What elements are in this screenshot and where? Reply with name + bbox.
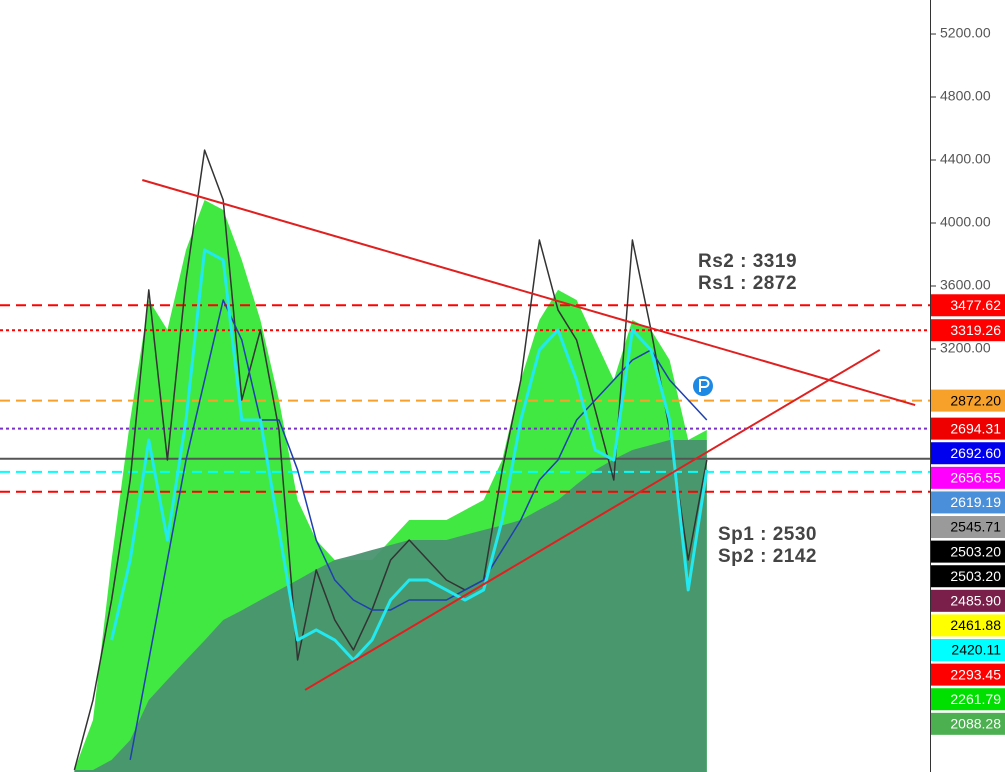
annotation: Rs1 : 2872 <box>698 273 797 294</box>
price-tag <box>931 491 1005 514</box>
price-tag <box>931 565 1005 588</box>
plot-area <box>0 149 930 772</box>
price-tag <box>931 516 1005 539</box>
price-tag <box>931 688 1005 711</box>
price-tag <box>931 389 1005 412</box>
area <box>74 440 707 772</box>
price-tag-label: 2503.20 <box>950 543 1001 559</box>
price-tag-label: 2088.28 <box>950 716 1001 732</box>
price-tag <box>931 712 1005 735</box>
price-tag-label: 2619.19 <box>950 494 1001 510</box>
annotation: Sp2 : 2142 <box>718 546 817 567</box>
price-series <box>129 299 708 761</box>
price-tag-label: 2545.71 <box>950 519 1001 535</box>
y-tick-label: 4800.00 <box>940 88 991 104</box>
price-tag <box>931 417 1005 440</box>
annotations: Rs2 : 3319 Rs1 : 2872 Sp1 : 2530 Sp2 : 2… <box>698 251 817 567</box>
y-tick-label: 3200.00 <box>940 340 991 356</box>
price-tag-label: 2293.45 <box>950 666 1001 682</box>
price-tag <box>931 442 1005 465</box>
price-tag-label: 2872.20 <box>950 392 1001 408</box>
price-tag-label: 2420.11 <box>951 642 1001 658</box>
price-tag-label: 3477.62 <box>950 297 1001 313</box>
price-tag-label: 3319.26 <box>950 322 1001 338</box>
price-tag <box>931 663 1005 686</box>
price-tag-label: 2503.20 <box>950 568 1001 584</box>
y-axis-labels: 5200.00 4800.00 4400.00 4000.00 3600.00 3200.… <box>930 25 1005 735</box>
price-tag-label: 2461.88 <box>950 617 1001 633</box>
y-tick-label: 4400.00 <box>940 151 991 167</box>
price-tag-label: 2261.79 <box>950 691 1001 707</box>
price-tag-label: 2485.90 <box>950 593 1001 609</box>
price-tag <box>931 614 1005 637</box>
price-tag <box>931 294 1005 317</box>
price-tag <box>931 466 1005 489</box>
y-tick-label: 4000.00 <box>940 214 991 230</box>
annotation: Rs2 : 3319 <box>698 251 797 272</box>
p-marker-glyph[interactable] <box>699 379 710 392</box>
price-tag <box>931 540 1005 563</box>
annotation: Sp1 : 2530 <box>718 524 817 545</box>
price-tag <box>931 319 1005 342</box>
y-tick-label: 5200.00 <box>940 25 991 41</box>
price-tag-label: 2692.60 <box>950 445 1001 461</box>
price-series <box>110 248 709 662</box>
price-tag <box>931 589 1005 612</box>
price-tag-label: 2694.31 <box>950 420 1001 436</box>
p-marker[interactable] <box>693 376 713 396</box>
price-series <box>73 149 708 771</box>
trendline <box>304 349 881 691</box>
price-tag <box>931 639 1005 662</box>
trendline <box>142 179 916 407</box>
price-tag-label: 2656.55 <box>950 470 1001 486</box>
y-tick-label: 3600.00 <box>940 277 991 293</box>
